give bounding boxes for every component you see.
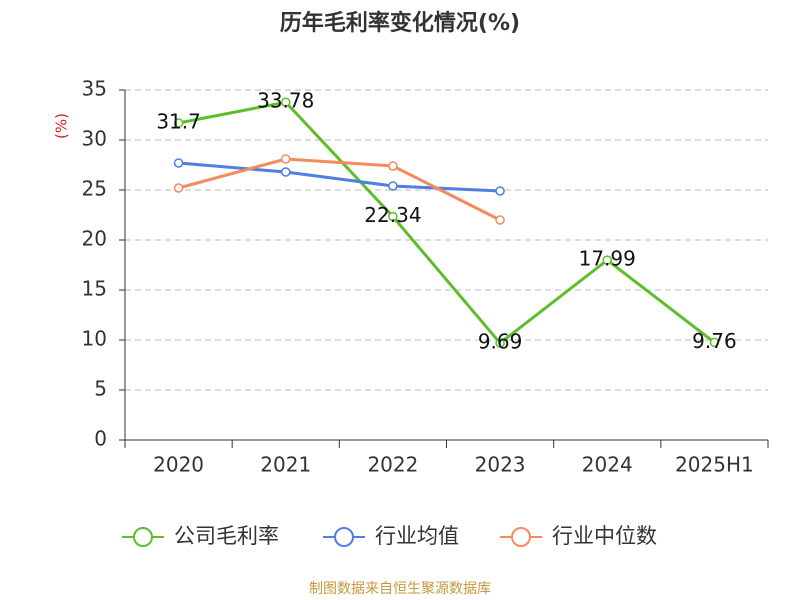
- point: [173, 158, 184, 168]
- point: [495, 215, 505, 225]
- series-line: [178, 100, 716, 346]
- data-label: 17.99: [579, 247, 636, 271]
- series-line: [178, 157, 501, 222]
- legend-label: 行业均值: [375, 524, 459, 548]
- point: [281, 167, 291, 177]
- point: [495, 186, 505, 196]
- point: [388, 161, 398, 171]
- data-label: 9.69: [478, 330, 523, 354]
- point: [281, 97, 291, 107]
- point: [281, 154, 291, 164]
- point: [709, 337, 720, 348]
- point: [602, 255, 612, 265]
- x-tick-label: 2022: [367, 453, 418, 477]
- x-tick-label: 2025H1: [675, 453, 754, 477]
- y-tick-label: 35: [82, 77, 107, 101]
- y-tick-label: 5: [94, 377, 107, 401]
- point: [173, 118, 184, 128]
- x-tick-label: 2024: [582, 453, 633, 477]
- legend-marker: [133, 527, 153, 547]
- data-label: 22.34: [364, 203, 421, 227]
- legend-marker: [334, 527, 354, 547]
- y-tick-label: 10: [82, 327, 107, 351]
- y-axis-label: (%): [53, 113, 71, 139]
- y-tick-label: 15: [82, 277, 107, 301]
- legend-label: 公司毛利率: [174, 524, 279, 548]
- point: [173, 183, 184, 193]
- y-tick-label: 20: [82, 227, 107, 251]
- x-tick-label: 2020: [153, 453, 204, 477]
- point: [388, 211, 398, 222]
- data-label: 9.76: [692, 329, 737, 353]
- point: [495, 338, 505, 348]
- chart-title: 历年毛利率变化情况(%): [280, 10, 520, 36]
- y-tick-label: 30: [82, 127, 107, 151]
- series-line: [178, 161, 501, 193]
- y-tick-label: 0: [94, 427, 107, 451]
- data-label: 33.78: [257, 89, 314, 113]
- y-tick-label: 25: [82, 177, 107, 201]
- legend-label: 行业中位数: [552, 524, 657, 548]
- data-label: 31.7: [156, 110, 201, 134]
- point: [388, 181, 398, 191]
- legend-marker: [511, 527, 531, 547]
- source-note: 制图数据来自恒生聚源数据库: [309, 581, 491, 597]
- x-tick-label: 2021: [260, 453, 311, 477]
- x-tick-label: 2023: [475, 453, 526, 477]
